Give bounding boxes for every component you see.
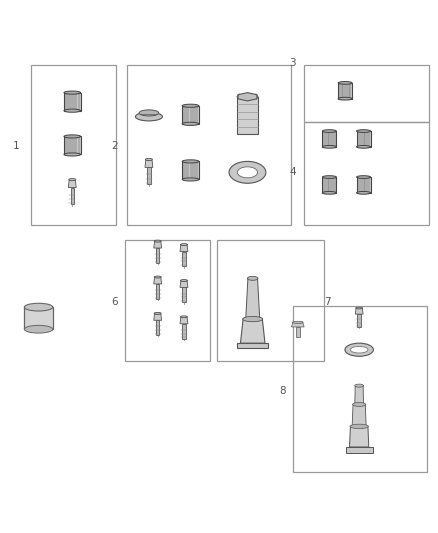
Polygon shape: [156, 284, 159, 298]
Polygon shape: [350, 426, 369, 447]
Polygon shape: [154, 278, 162, 284]
Polygon shape: [180, 245, 188, 252]
Text: 4: 4: [289, 167, 296, 177]
Polygon shape: [292, 322, 304, 327]
Ellipse shape: [355, 384, 364, 387]
Polygon shape: [64, 136, 81, 155]
Bar: [31, 65, 116, 225]
Polygon shape: [240, 319, 265, 343]
Text: 3: 3: [289, 58, 296, 68]
Ellipse shape: [145, 158, 152, 160]
Text: 2: 2: [111, 141, 117, 151]
Polygon shape: [322, 131, 336, 147]
Ellipse shape: [357, 146, 371, 148]
Ellipse shape: [25, 325, 53, 333]
Ellipse shape: [180, 244, 187, 246]
Text: 6: 6: [111, 296, 117, 306]
Polygon shape: [237, 97, 258, 134]
Ellipse shape: [69, 179, 76, 181]
Ellipse shape: [237, 167, 258, 178]
Ellipse shape: [180, 279, 187, 281]
Polygon shape: [296, 327, 300, 337]
Ellipse shape: [182, 178, 199, 181]
Ellipse shape: [64, 91, 81, 94]
Ellipse shape: [180, 316, 187, 318]
Ellipse shape: [322, 146, 336, 148]
Ellipse shape: [350, 346, 368, 353]
Polygon shape: [346, 447, 373, 453]
Polygon shape: [64, 93, 81, 111]
Polygon shape: [156, 320, 159, 335]
Ellipse shape: [357, 176, 371, 179]
Ellipse shape: [154, 276, 161, 278]
Polygon shape: [25, 307, 53, 329]
Bar: [293, 306, 427, 472]
Text: 5: 5: [23, 314, 30, 324]
Polygon shape: [238, 93, 257, 101]
Polygon shape: [68, 180, 76, 188]
Ellipse shape: [139, 110, 159, 116]
Polygon shape: [338, 83, 352, 99]
Polygon shape: [355, 309, 363, 314]
Polygon shape: [357, 314, 361, 327]
Ellipse shape: [243, 317, 263, 322]
Ellipse shape: [247, 276, 258, 280]
Bar: [217, 240, 324, 361]
Ellipse shape: [357, 130, 371, 132]
Ellipse shape: [353, 402, 366, 407]
Ellipse shape: [182, 122, 199, 125]
Ellipse shape: [322, 130, 336, 132]
Ellipse shape: [293, 321, 303, 324]
Bar: [127, 65, 291, 225]
Ellipse shape: [25, 303, 53, 311]
Polygon shape: [154, 241, 162, 248]
Polygon shape: [182, 287, 186, 302]
Ellipse shape: [322, 191, 336, 194]
Ellipse shape: [345, 343, 373, 356]
Ellipse shape: [64, 153, 81, 156]
Text: 8: 8: [279, 386, 286, 397]
Polygon shape: [145, 160, 153, 167]
Polygon shape: [352, 405, 366, 426]
Polygon shape: [71, 188, 74, 205]
Polygon shape: [237, 343, 268, 349]
Bar: [304, 122, 429, 225]
Polygon shape: [357, 177, 371, 193]
Ellipse shape: [64, 135, 81, 138]
Ellipse shape: [182, 160, 199, 163]
Bar: [304, 65, 429, 122]
Text: 7: 7: [324, 296, 331, 306]
Polygon shape: [180, 318, 188, 324]
Text: 1: 1: [13, 141, 20, 151]
Polygon shape: [246, 278, 260, 319]
Ellipse shape: [322, 176, 336, 179]
Ellipse shape: [135, 112, 162, 121]
Polygon shape: [182, 324, 186, 338]
Polygon shape: [357, 131, 371, 147]
Polygon shape: [182, 161, 199, 180]
Ellipse shape: [338, 82, 352, 84]
Ellipse shape: [154, 312, 161, 314]
Polygon shape: [156, 248, 159, 263]
Ellipse shape: [182, 104, 199, 107]
Polygon shape: [180, 281, 188, 287]
Ellipse shape: [356, 307, 363, 309]
Ellipse shape: [64, 109, 81, 112]
Polygon shape: [154, 314, 162, 320]
Bar: [125, 240, 210, 361]
Polygon shape: [355, 386, 364, 405]
Polygon shape: [182, 106, 199, 124]
Polygon shape: [182, 252, 186, 266]
Polygon shape: [322, 177, 336, 193]
Ellipse shape: [350, 424, 368, 429]
Ellipse shape: [338, 98, 352, 100]
Polygon shape: [147, 167, 151, 184]
Ellipse shape: [229, 161, 266, 183]
Ellipse shape: [154, 240, 161, 242]
Ellipse shape: [357, 191, 371, 194]
